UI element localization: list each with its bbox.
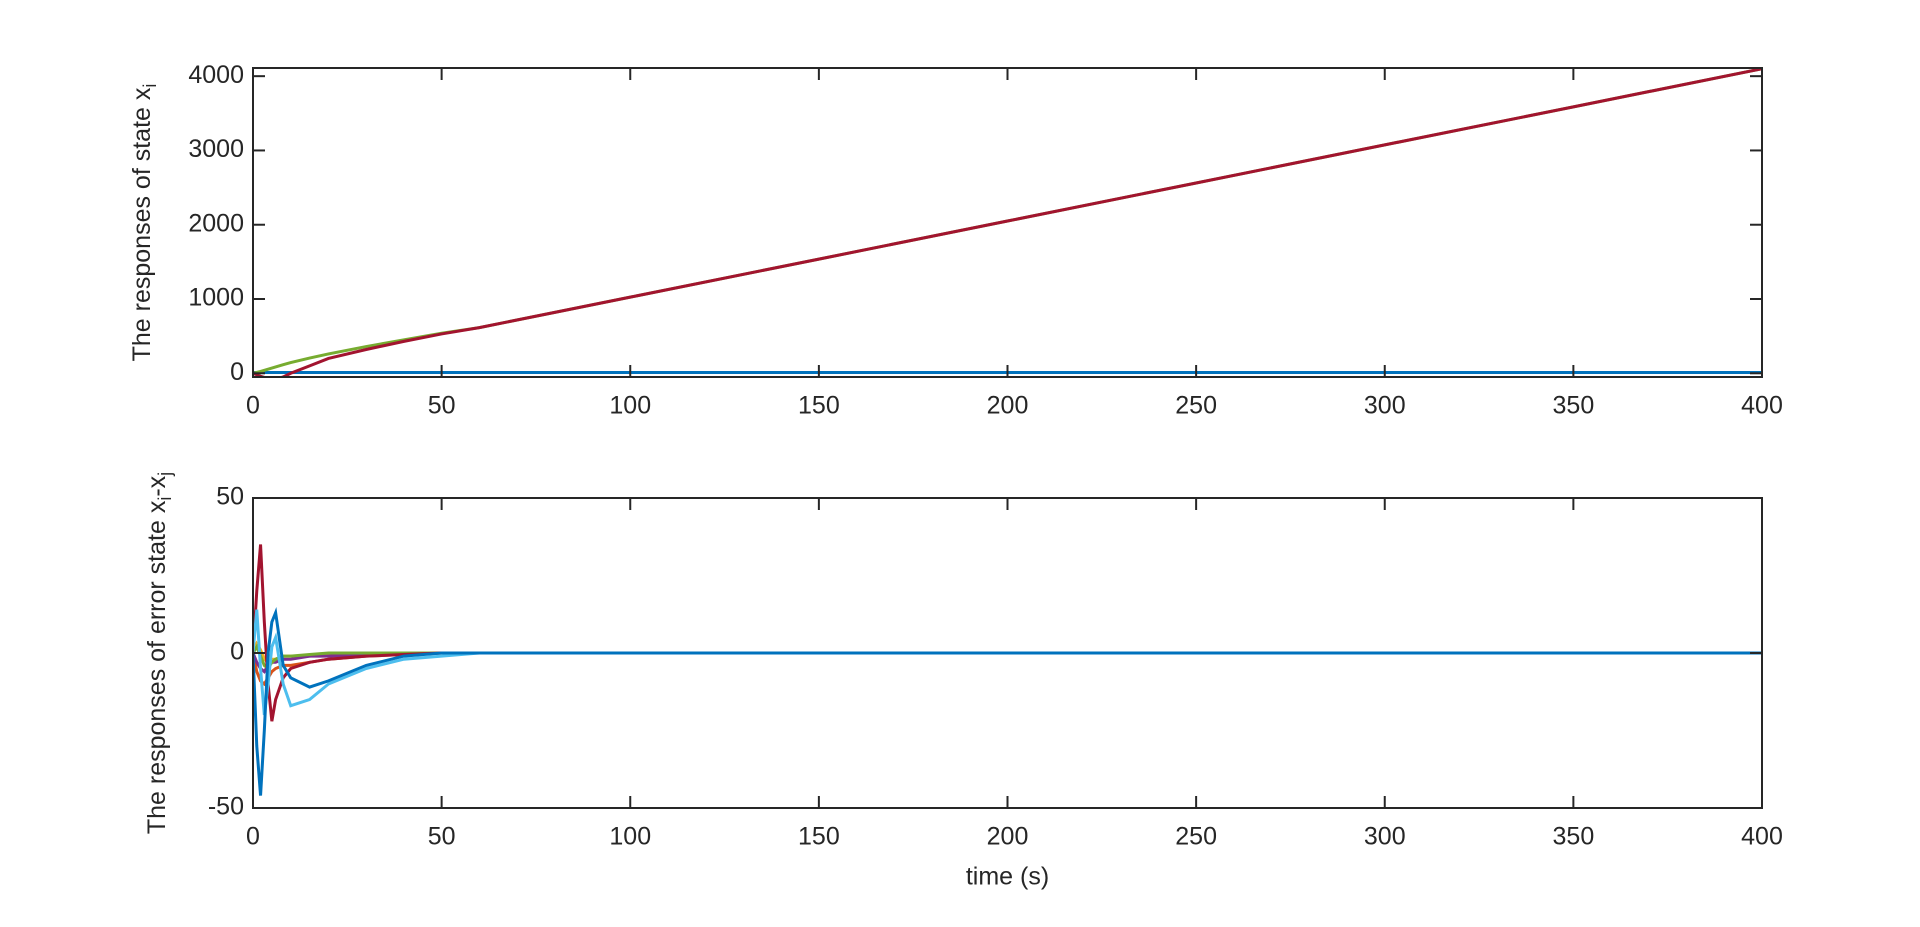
- x-tick-label: 350: [1553, 392, 1595, 420]
- y-tick-label: 4000: [188, 61, 244, 89]
- x-tick-label: 150: [798, 392, 840, 420]
- x-tick-label: 150: [798, 823, 840, 851]
- y-axis-label: The responses of state xi: [128, 84, 160, 362]
- series-line: [253, 544, 1762, 722]
- y-tick-label: 50: [216, 483, 244, 511]
- y-tick-label: 2000: [188, 209, 244, 237]
- y-label-subscript: j: [155, 472, 175, 477]
- series-line: [253, 651, 1762, 674]
- x-tick-label: 300: [1364, 392, 1406, 420]
- y-label-subscript: i: [140, 84, 160, 88]
- x-tick-label: 50: [428, 392, 456, 420]
- x-tick-label: 200: [987, 392, 1029, 420]
- series-line: [253, 606, 1762, 796]
- y-label-text: -x: [143, 475, 171, 496]
- y-tick-label: 3000: [188, 135, 244, 163]
- plot-area: [253, 68, 1762, 377]
- x-tick-label: 100: [609, 392, 651, 420]
- y-tick-label: 0: [230, 638, 244, 666]
- series-line: [253, 609, 1762, 716]
- y-label-subscript: i: [155, 497, 175, 501]
- x-tick-label: 100: [609, 823, 651, 851]
- y-tick-label: 0: [230, 358, 244, 386]
- x-tick-label: 400: [1741, 392, 1783, 420]
- x-tick-label: 0: [246, 823, 260, 851]
- plot-area: [253, 544, 1762, 796]
- y-label-text: The responses of error state x: [143, 500, 171, 834]
- y-tick-label: -50: [208, 793, 244, 821]
- x-tick-label: 250: [1175, 392, 1217, 420]
- x-tick-label: 250: [1175, 823, 1217, 851]
- series-line: [253, 643, 1762, 671]
- x-axis-label: time (s): [966, 863, 1049, 891]
- x-tick-label: 350: [1553, 823, 1595, 851]
- x-tick-label: 50: [428, 823, 456, 851]
- y-axis-label: The responses of error state xi-xj: [143, 472, 175, 834]
- series-line: [253, 651, 1762, 687]
- series-line: [253, 68, 1762, 377]
- x-tick-label: 400: [1741, 823, 1783, 851]
- x-tick-label: 0: [246, 392, 260, 420]
- y-label-text: The responses of state x: [128, 87, 156, 361]
- y-tick-label: 1000: [188, 284, 244, 312]
- x-tick-label: 200: [987, 823, 1029, 851]
- x-tick-label: 300: [1364, 823, 1406, 851]
